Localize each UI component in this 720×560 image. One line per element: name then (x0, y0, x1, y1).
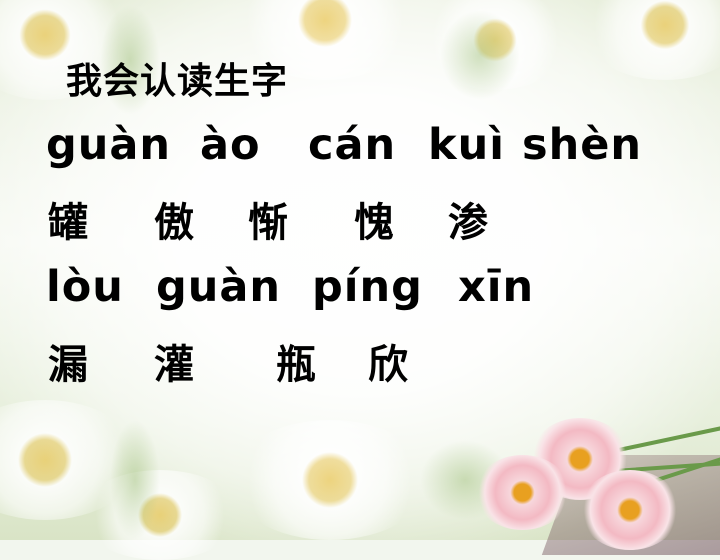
pinyin-can: cán (308, 120, 397, 170)
hanzi-lou: 漏 (48, 342, 88, 388)
hanzi-guan: 罐 (48, 200, 88, 246)
pink-flower-image (580, 470, 680, 550)
daisy-image (580, 0, 720, 80)
hanzi-kui: 愧 (354, 200, 394, 246)
leaf-image (110, 420, 160, 540)
hanzi-ao: 傲 (154, 200, 194, 246)
pinyin-shen: shèn (522, 120, 642, 170)
hanzi-shen: 渗 (448, 200, 488, 246)
pinyin-guan-2: guàn (156, 262, 282, 312)
pinyin-row-2: lòu guàn píng xīn (0, 262, 720, 314)
pinyin-row-1: guàn ào cán kuì shèn (0, 120, 720, 172)
pinyin-kui: kuì (428, 120, 505, 170)
pink-flower-image (475, 455, 570, 530)
leaf-image (100, 5, 160, 115)
leaf-image (440, 10, 520, 100)
daisy-image (420, 0, 570, 90)
hanzi-row-1: 罐 傲 惭 愧 渗 (0, 190, 720, 246)
hanzi-can: 惭 (248, 200, 288, 246)
pinyin-ao: ào (200, 120, 261, 170)
hanzi-ping: 瓶 (276, 342, 316, 388)
daisy-image (80, 470, 240, 560)
hanzi-xin: 欣 (368, 342, 408, 388)
pinyin-ping: píng (312, 262, 423, 312)
pinyin-lou: lòu (46, 262, 124, 312)
daisy-image (230, 420, 430, 540)
hanzi-row-2: 漏 灌 瓶 欣 (0, 332, 720, 388)
pinyin-xin: xīn (458, 262, 535, 312)
hanzi-guan-2: 灌 (154, 342, 194, 388)
pinyin-guan: guàn (46, 120, 172, 170)
slide-title: 我会认读生字 (66, 61, 289, 102)
